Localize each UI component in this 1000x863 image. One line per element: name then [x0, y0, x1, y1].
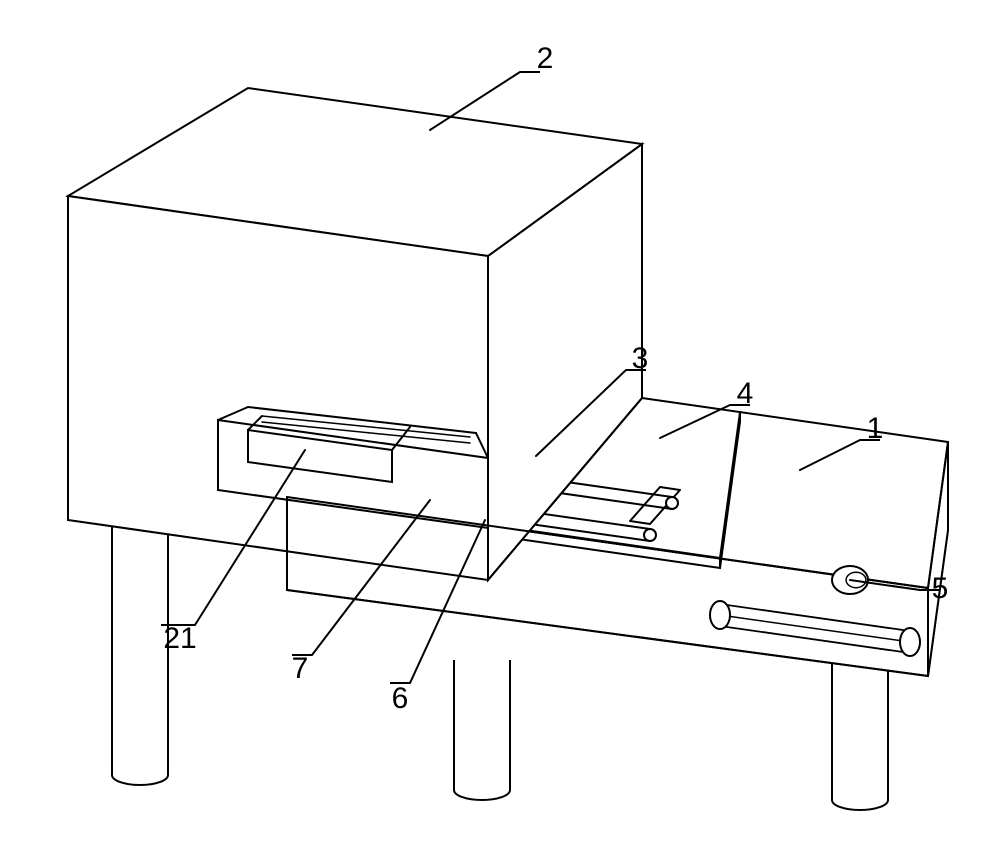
callout-5: 5	[932, 572, 949, 605]
callout-7: 7	[292, 652, 309, 685]
callout-6: 6	[392, 682, 409, 715]
callout-4: 4	[737, 377, 754, 410]
callout-21: 21	[163, 622, 196, 655]
callout-3: 3	[632, 342, 649, 375]
callout-2: 2	[537, 42, 554, 75]
technical-drawing: 2 3 4 1 5 21 7 6	[0, 0, 1000, 863]
machine-geometry	[68, 88, 948, 810]
callout-1: 1	[867, 412, 884, 445]
